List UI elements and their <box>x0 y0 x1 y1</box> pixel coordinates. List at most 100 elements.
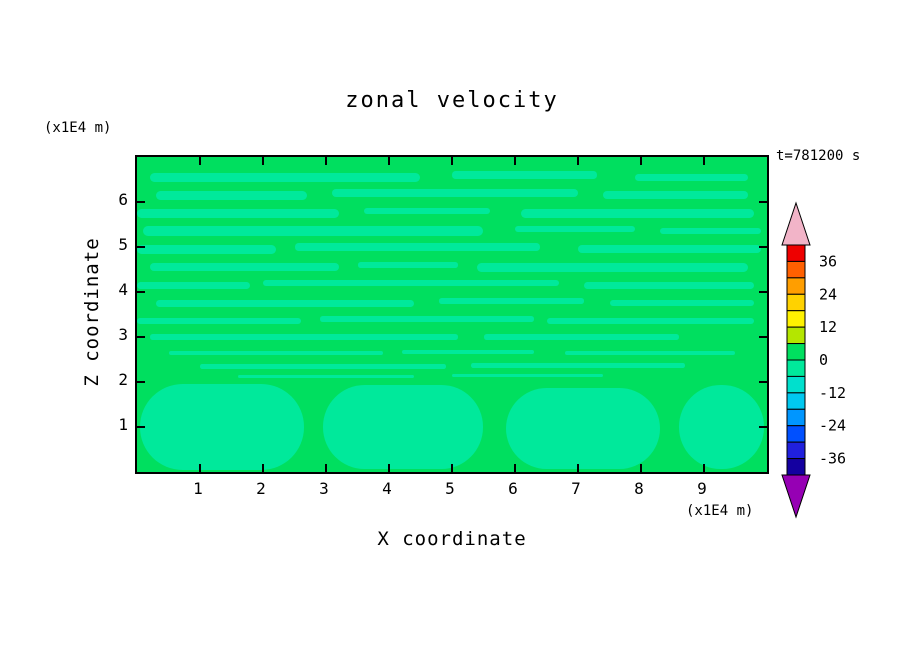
contour-streak <box>137 318 301 325</box>
colorbar-band <box>786 425 806 443</box>
colorbar-band <box>786 375 806 394</box>
colorbar-tick-label: 24 <box>819 285 837 303</box>
contour-streak <box>565 350 736 355</box>
axis-tick-mark <box>137 246 145 248</box>
x-axis-unit-label: (x1E4 m) <box>686 503 754 519</box>
x-tick-label: 4 <box>382 479 392 498</box>
contour-streak <box>149 334 459 340</box>
axis-tick-mark <box>640 157 642 165</box>
chart-title: zonal velocity <box>345 88 559 113</box>
contour-streak <box>505 387 660 469</box>
axis-tick-mark <box>759 201 767 203</box>
contour-streak <box>363 207 490 215</box>
z-tick-label: 4 <box>118 280 128 299</box>
axis-tick-mark <box>577 157 579 165</box>
contour-streak <box>332 188 578 198</box>
x-tick-label: 1 <box>193 479 203 498</box>
contour-streak <box>470 363 686 368</box>
contour-streak <box>140 384 304 470</box>
contour-streak <box>155 299 415 307</box>
contour-streak <box>439 298 585 304</box>
contour-streak <box>149 172 421 182</box>
axis-tick-mark <box>514 464 516 472</box>
colorbar-band <box>786 458 806 476</box>
colorbar-tick-label: 12 <box>819 318 837 336</box>
contour-streak <box>263 279 560 287</box>
colorbar-tick-label: -12 <box>819 384 846 402</box>
contour-streak <box>401 349 534 355</box>
axis-tick-mark <box>640 464 642 472</box>
z-tick-label: 1 <box>118 415 128 434</box>
colorbar-arrow-down <box>781 474 811 519</box>
axis-tick-mark <box>451 464 453 472</box>
z-tick-label: 6 <box>118 190 128 209</box>
contour-streak <box>357 262 459 268</box>
axis-tick-mark <box>577 464 579 472</box>
contour-streak <box>319 316 534 322</box>
x-tick-label: 3 <box>319 479 329 498</box>
contour-streak <box>515 225 635 233</box>
contour-streak <box>322 385 484 469</box>
x-tick-label: 2 <box>256 479 266 498</box>
z-tick-label: 2 <box>118 370 128 389</box>
axis-tick-mark <box>388 464 390 472</box>
z-tick-label: 3 <box>118 325 128 344</box>
colorbar-tick-label: 36 <box>819 252 837 270</box>
contour-streak <box>659 228 761 235</box>
axis-tick-mark <box>137 201 145 203</box>
colorbar-band <box>786 277 806 295</box>
colorbar-band <box>786 310 806 328</box>
axis-tick-mark <box>137 381 145 383</box>
contour-streak <box>168 350 383 355</box>
colorbar-band <box>786 293 806 312</box>
contour-streak <box>137 208 339 218</box>
contour-streak <box>678 385 764 469</box>
colorbar-tick-label: 0 <box>819 351 828 369</box>
axis-tick-mark <box>262 157 264 165</box>
contour-streak <box>137 244 276 254</box>
contour-streak <box>609 300 755 307</box>
x-tick-label: 6 <box>508 479 518 498</box>
z-axis-unit-label: (x1E4 m) <box>44 120 112 136</box>
contour-streak <box>521 208 755 218</box>
axis-tick-mark <box>759 246 767 248</box>
colorbar-band <box>786 408 806 427</box>
axis-tick-mark <box>759 336 767 338</box>
z-axis-title: Z coordinate <box>81 237 103 387</box>
contour-streak <box>143 226 484 237</box>
contour-streak <box>483 334 679 340</box>
plot-area <box>137 157 767 472</box>
axis-tick-mark <box>325 157 327 165</box>
contour-streak <box>237 374 415 379</box>
colorbar-tick-label: -24 <box>819 417 846 435</box>
time-label: t=781200 s <box>776 148 861 164</box>
x-tick-label: 7 <box>571 479 581 498</box>
colorbar-arrow-up <box>781 201 811 246</box>
colorbar-band <box>786 441 806 460</box>
x-tick-label: 8 <box>634 479 644 498</box>
colorbar-tick-label: -36 <box>819 450 846 468</box>
axis-tick-mark <box>199 157 201 165</box>
contour-streak <box>149 263 339 272</box>
x-tick-label: 9 <box>697 479 707 498</box>
contour-streak <box>155 190 308 200</box>
axis-tick-mark <box>262 464 264 472</box>
axis-tick-mark <box>514 157 516 165</box>
colorbar-band <box>786 392 806 410</box>
contour-streak <box>546 318 755 325</box>
contour-streak <box>452 171 597 179</box>
axis-tick-mark <box>137 426 145 428</box>
axis-tick-mark <box>388 157 390 165</box>
axis-tick-mark <box>759 426 767 428</box>
colorbar-band <box>786 359 806 377</box>
contour-streak <box>200 364 446 369</box>
x-axis-title: X coordinate <box>377 528 527 550</box>
colorbar-band <box>786 343 806 361</box>
contour-streak <box>584 281 755 289</box>
contour-streak <box>477 262 749 272</box>
axis-tick-mark <box>451 157 453 165</box>
colorbar-band <box>786 326 806 345</box>
axis-tick-mark <box>703 464 705 472</box>
contour-streak <box>137 281 251 289</box>
